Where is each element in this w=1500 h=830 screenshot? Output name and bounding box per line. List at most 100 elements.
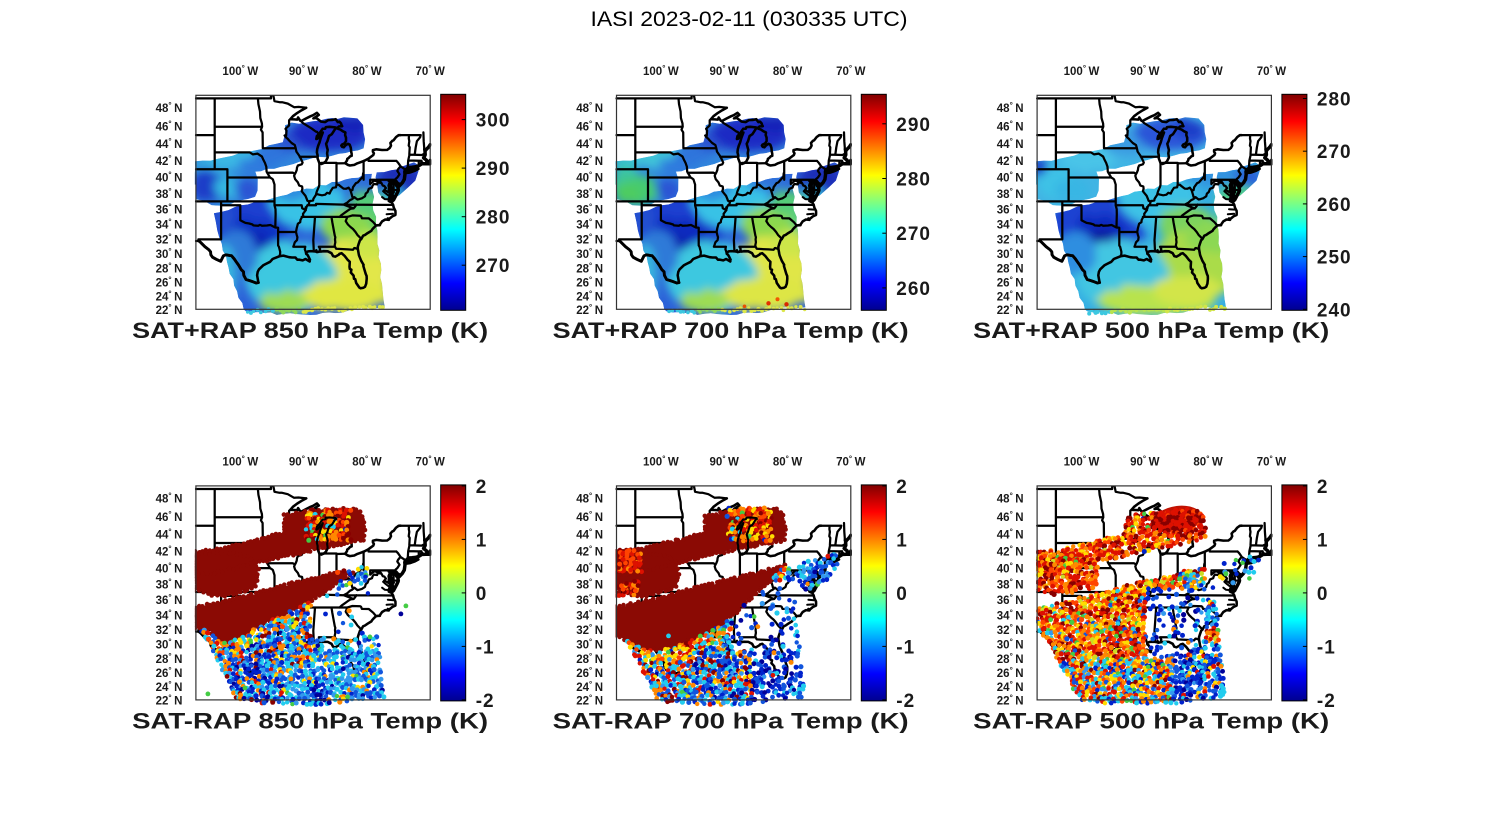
svg-text:270: 270 [476, 256, 511, 277]
svg-text:32°N: 32° N [997, 623, 1024, 637]
svg-text:44°N: 44° N [576, 528, 603, 542]
svg-text:42°N: 42° N [997, 154, 1024, 168]
svg-text:80°W: 80° W [352, 454, 382, 468]
svg-text:90°W: 90° W [1130, 454, 1160, 468]
svg-text:70°W: 70° W [836, 64, 866, 78]
svg-text:26°N: 26° N [576, 666, 603, 680]
svg-text:30°N: 30° N [576, 247, 603, 261]
svg-text:1: 1 [896, 530, 908, 551]
svg-text:44°N: 44° N [156, 528, 183, 542]
svg-text:80°W: 80° W [1193, 64, 1223, 78]
svg-text:34°N: 34° N [156, 218, 183, 232]
svg-text:SAT+RAP 700 hPa Temp (K): SAT+RAP 700 hPa Temp (K) [553, 318, 909, 343]
svg-text:-1: -1 [1317, 637, 1336, 658]
svg-text:42°N: 42° N [576, 154, 603, 168]
svg-text:30°N: 30° N [576, 638, 603, 652]
svg-text:22°N: 22° N [576, 303, 603, 317]
svg-text:48°N: 48° N [156, 101, 183, 115]
svg-text:36°N: 36° N [156, 593, 183, 607]
svg-text:0: 0 [1317, 584, 1329, 605]
svg-text:90°W: 90° W [289, 454, 319, 468]
svg-text:38°N: 38° N [576, 577, 603, 591]
svg-text:46°N: 46° N [997, 510, 1024, 524]
svg-text:26°N: 26° N [997, 666, 1024, 680]
svg-text:22°N: 22° N [576, 693, 603, 707]
svg-text:22°N: 22° N [997, 303, 1024, 317]
svg-text:46°N: 46° N [576, 119, 603, 133]
svg-text:250: 250 [1317, 248, 1352, 269]
svg-text:44°N: 44° N [156, 137, 183, 151]
svg-text:40°N: 40° N [997, 561, 1024, 575]
svg-text:38°N: 38° N [997, 577, 1024, 591]
svg-text:80°W: 80° W [773, 64, 803, 78]
svg-text:70°W: 70° W [416, 64, 446, 78]
svg-text:28°N: 28° N [997, 652, 1024, 666]
svg-text:100°W: 100° W [1064, 454, 1100, 468]
svg-text:24°N: 24° N [156, 680, 183, 694]
svg-text:46°N: 46° N [156, 119, 183, 133]
svg-text:42°N: 42° N [156, 545, 183, 559]
svg-text:38°N: 38° N [156, 187, 183, 201]
svg-text:32°N: 32° N [997, 233, 1024, 247]
svg-text:26°N: 26° N [156, 276, 183, 290]
svg-text:48°N: 48° N [997, 101, 1024, 115]
svg-text:26°N: 26° N [997, 276, 1024, 290]
svg-text:28°N: 28° N [576, 261, 603, 275]
svg-text:32°N: 32° N [576, 623, 603, 637]
svg-text:48°N: 48° N [576, 492, 603, 506]
svg-text:300: 300 [476, 111, 511, 132]
svg-text:34°N: 34° N [576, 218, 603, 232]
svg-text:100°W: 100° W [1064, 64, 1100, 78]
svg-text:90°W: 90° W [710, 454, 740, 468]
svg-text:2: 2 [476, 477, 488, 498]
svg-text:100°W: 100° W [222, 64, 258, 78]
svg-text:90°W: 90° W [1130, 64, 1160, 78]
svg-text:280: 280 [476, 208, 511, 229]
svg-text:SAT+RAP 500 hPa Temp (K): SAT+RAP 500 hPa Temp (K) [973, 318, 1329, 343]
svg-text:260: 260 [1317, 195, 1352, 216]
svg-text:290: 290 [896, 115, 931, 136]
svg-text:SAT-RAP 500 hPa Temp (K): SAT-RAP 500 hPa Temp (K) [973, 708, 1329, 733]
svg-text:22°N: 22° N [156, 693, 183, 707]
svg-text:32°N: 32° N [156, 623, 183, 637]
svg-text:1: 1 [1317, 530, 1329, 551]
svg-text:48°N: 48° N [997, 492, 1024, 506]
svg-text:46°N: 46° N [576, 510, 603, 524]
svg-text:100°W: 100° W [222, 454, 258, 468]
svg-text:100°W: 100° W [643, 454, 679, 468]
svg-text:40°N: 40° N [576, 561, 603, 575]
svg-text:24°N: 24° N [997, 680, 1024, 694]
svg-text:-1: -1 [896, 637, 915, 658]
svg-text:42°N: 42° N [576, 545, 603, 559]
svg-text:28°N: 28° N [997, 261, 1024, 275]
svg-text:26°N: 26° N [156, 666, 183, 680]
svg-text:2: 2 [896, 477, 908, 498]
svg-text:24°N: 24° N [156, 289, 183, 303]
svg-text:SAT-RAP 850 hPa Temp (K): SAT-RAP 850 hPa Temp (K) [132, 708, 488, 733]
svg-text:2: 2 [1317, 477, 1329, 498]
svg-text:36°N: 36° N [156, 202, 183, 216]
svg-text:40°N: 40° N [997, 171, 1024, 185]
svg-text:34°N: 34° N [997, 218, 1024, 232]
svg-text:40°N: 40° N [156, 561, 183, 575]
svg-text:-2: -2 [896, 691, 915, 712]
svg-text:28°N: 28° N [156, 652, 183, 666]
svg-text:36°N: 36° N [576, 593, 603, 607]
svg-text:36°N: 36° N [997, 593, 1024, 607]
svg-text:30°N: 30° N [156, 638, 183, 652]
svg-text:0: 0 [896, 584, 908, 605]
svg-text:90°W: 90° W [289, 64, 319, 78]
svg-text:22°N: 22° N [997, 693, 1024, 707]
svg-text:34°N: 34° N [576, 608, 603, 622]
svg-text:42°N: 42° N [997, 545, 1024, 559]
svg-text:24°N: 24° N [576, 289, 603, 303]
svg-text:30°N: 30° N [997, 638, 1024, 652]
svg-text:28°N: 28° N [156, 261, 183, 275]
svg-text:70°W: 70° W [416, 454, 446, 468]
svg-text:42°N: 42° N [156, 154, 183, 168]
svg-text:260: 260 [896, 279, 931, 300]
svg-text:80°W: 80° W [1193, 454, 1223, 468]
svg-text:48°N: 48° N [576, 101, 603, 115]
svg-text:34°N: 34° N [156, 608, 183, 622]
svg-text:0: 0 [476, 584, 488, 605]
